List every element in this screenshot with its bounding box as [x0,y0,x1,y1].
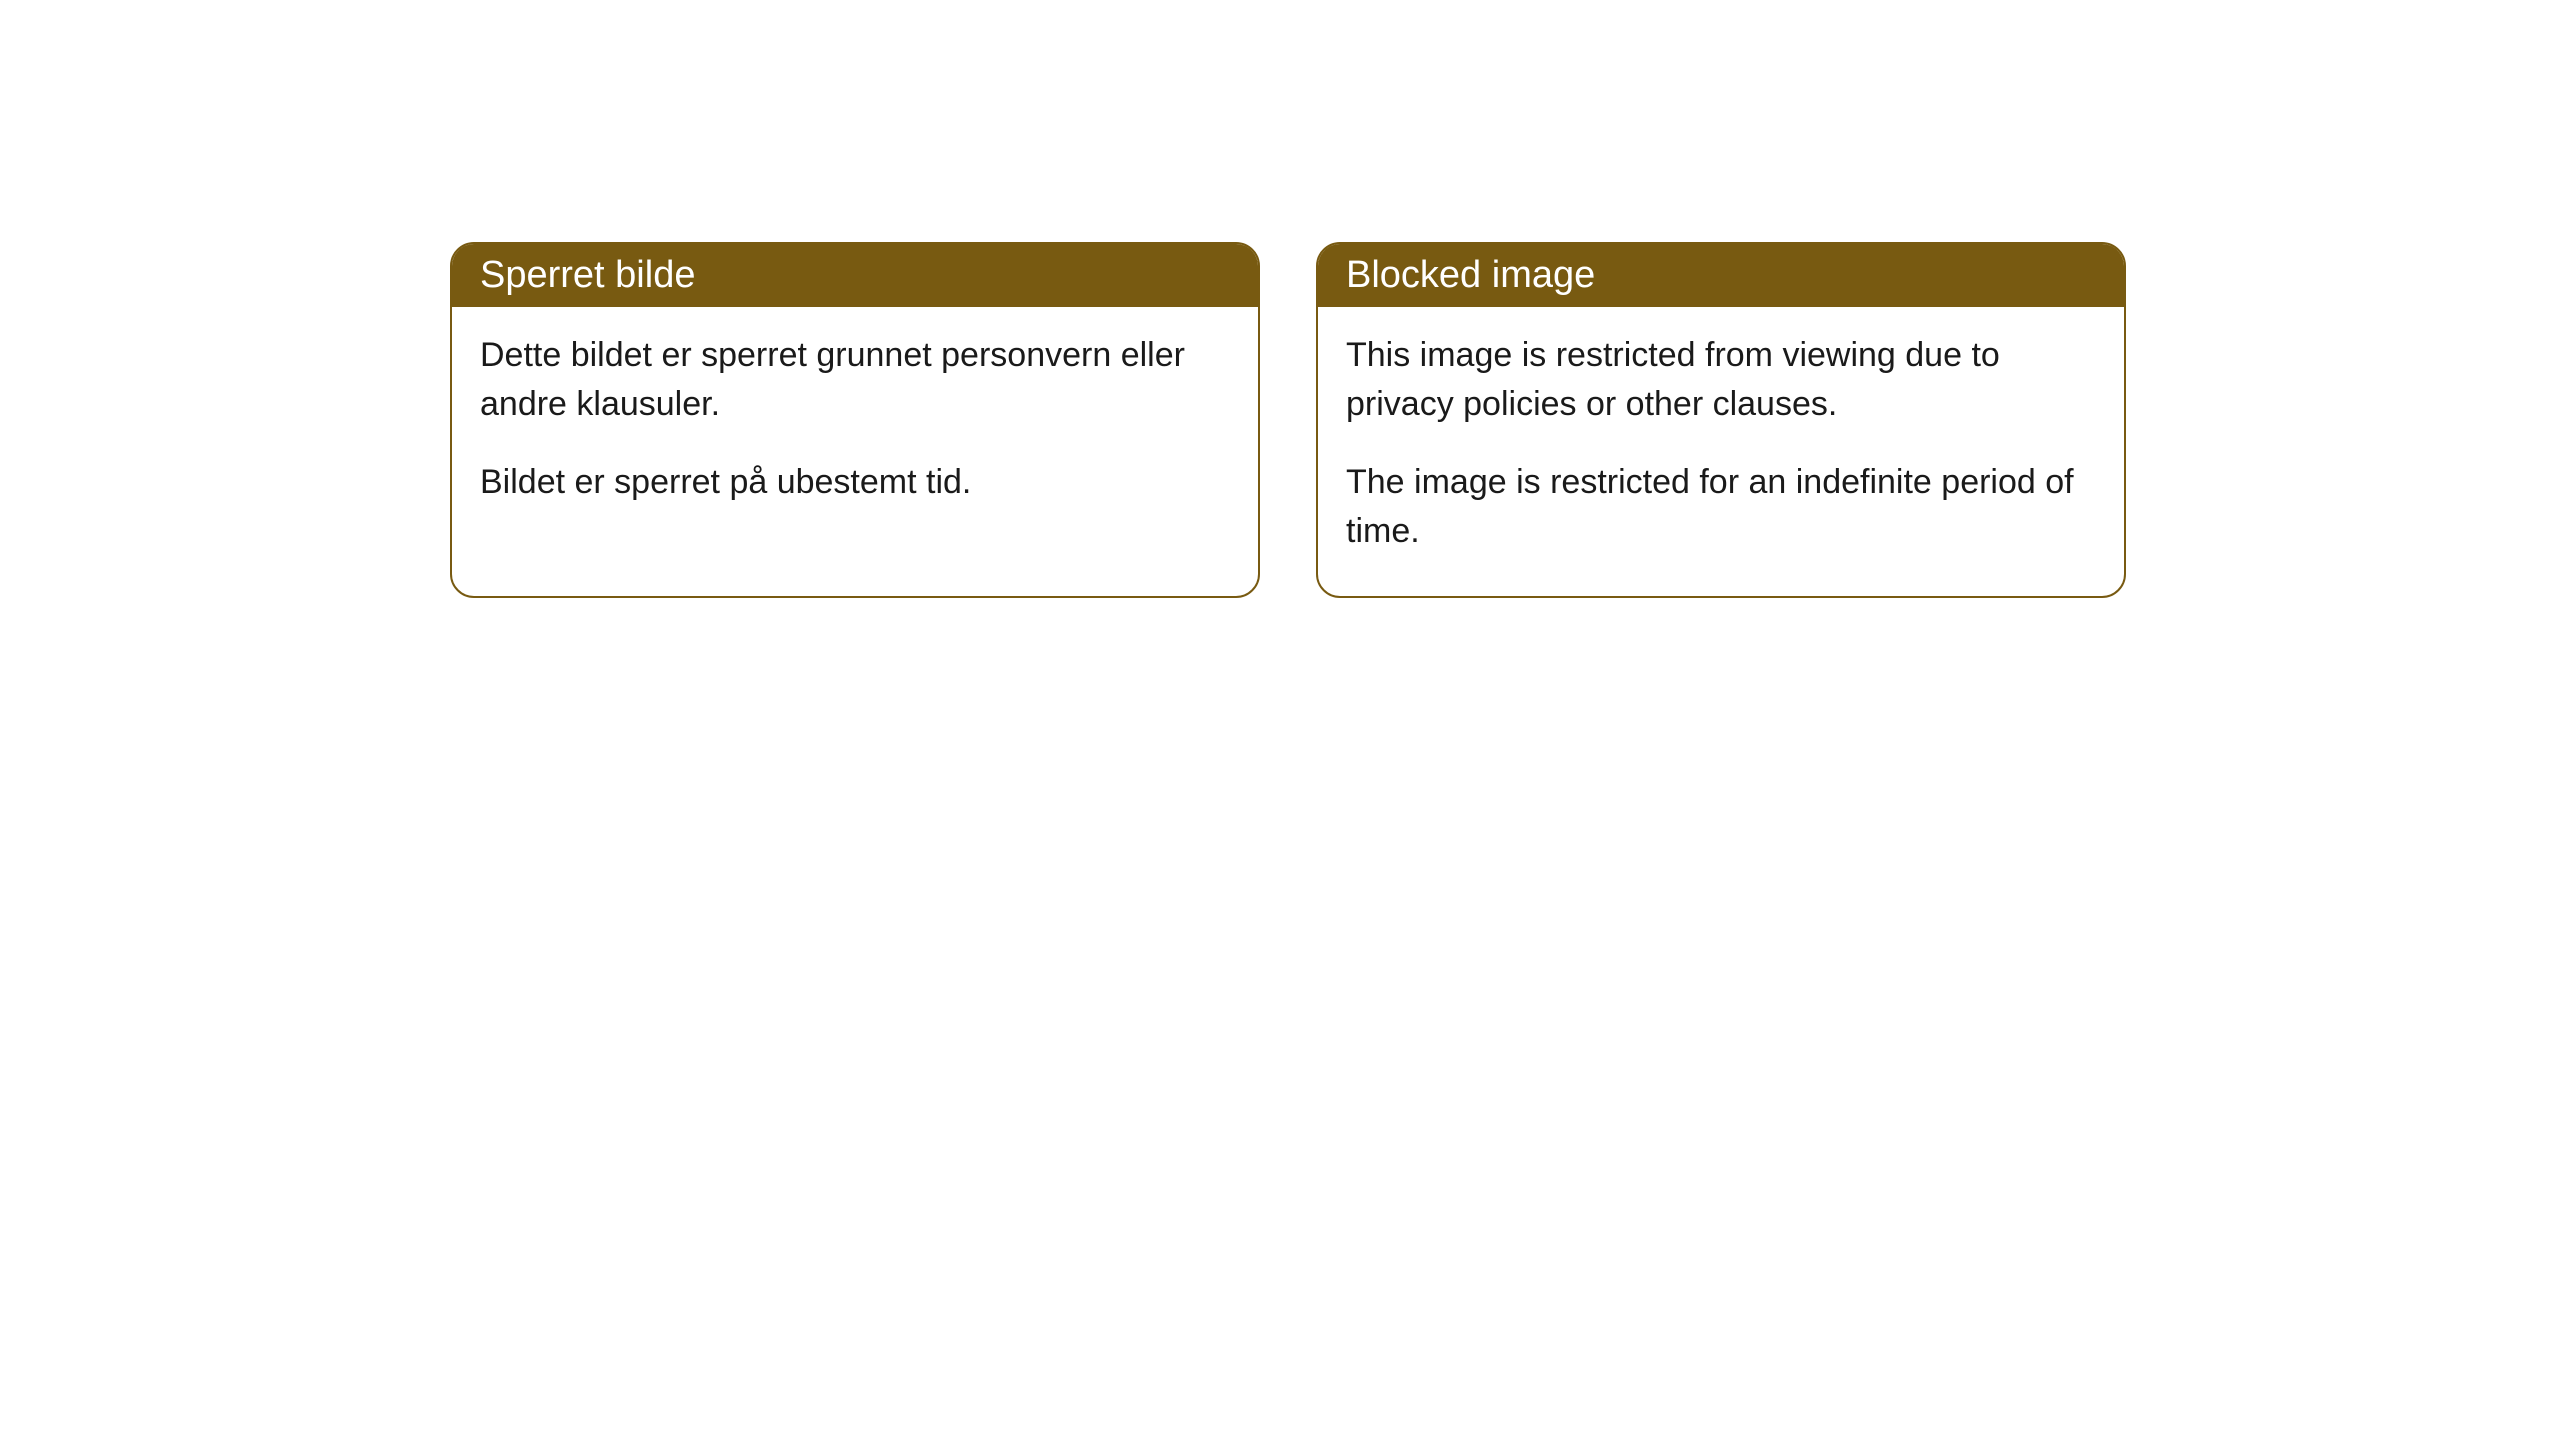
card-body: Dette bildet er sperret grunnet personve… [452,307,1258,547]
card-paragraph-2: Bildet er sperret på ubestemt tid. [480,458,1230,507]
card-body: This image is restricted from viewing du… [1318,307,2124,596]
card-paragraph-2: The image is restricted for an indefinit… [1346,458,2096,557]
blocked-image-card-norwegian: Sperret bilde Dette bildet er sperret gr… [450,242,1260,598]
card-paragraph-1: This image is restricted from viewing du… [1346,331,2096,430]
card-title: Sperret bilde [480,254,695,296]
card-header: Blocked image [1318,244,2124,307]
card-paragraph-1: Dette bildet er sperret grunnet personve… [480,331,1230,430]
card-header: Sperret bilde [452,244,1258,307]
card-title: Blocked image [1346,254,1595,296]
blocked-image-card-english: Blocked image This image is restricted f… [1316,242,2126,598]
notice-container: Sperret bilde Dette bildet er sperret gr… [0,0,2560,598]
